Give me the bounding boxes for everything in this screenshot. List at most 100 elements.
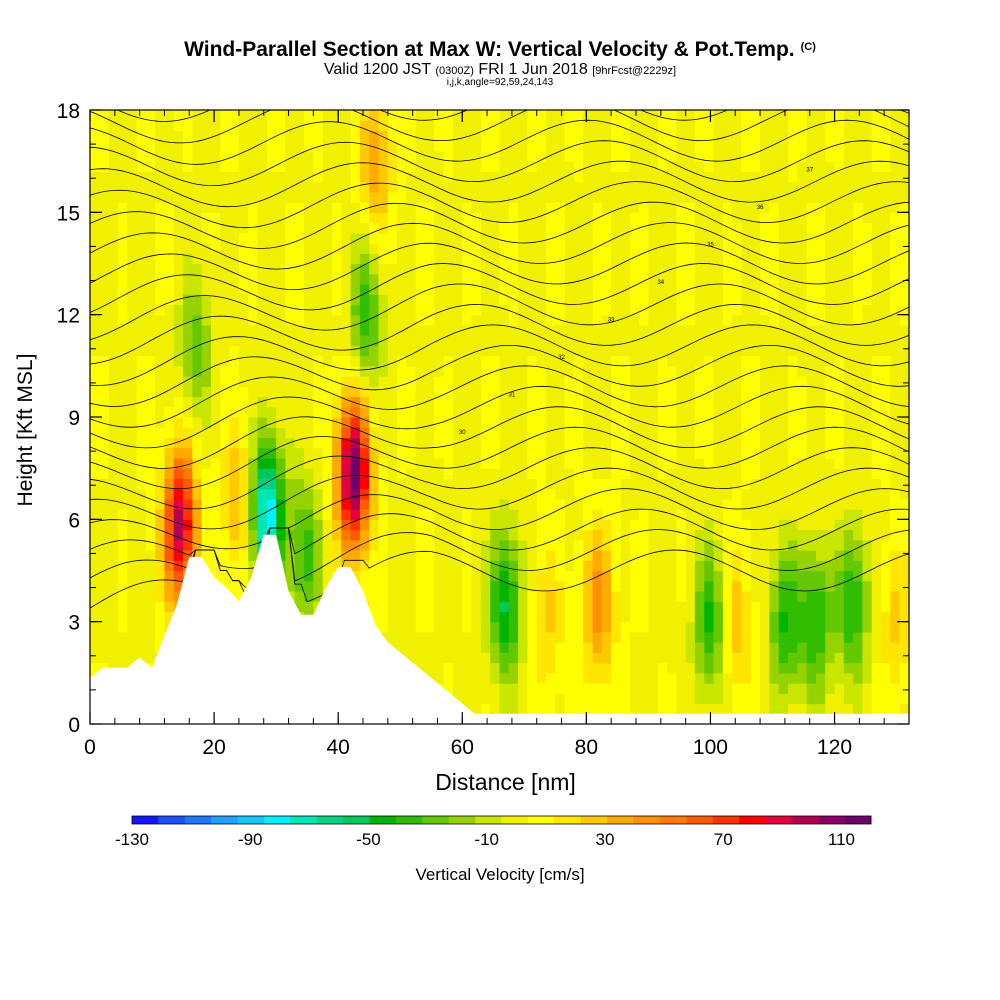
velocity-cell [788,642,798,653]
velocity-cell [694,130,705,142]
velocity-cell [220,447,231,459]
velocity-cell [508,314,519,326]
velocity-cell [378,386,389,398]
velocity-cell [90,590,100,602]
velocity-cell [778,365,789,377]
velocity-cell [788,161,798,172]
velocity-cell [601,662,612,674]
velocity-cell [331,253,342,265]
velocity-cell [760,140,770,152]
velocity-cell [266,191,277,203]
velocity-cell [546,304,556,316]
velocity-cell [685,560,696,572]
velocity-cell [853,161,864,172]
velocity-cell [238,355,249,367]
velocity-cell [471,355,482,367]
velocity-cell [164,376,175,387]
velocity-cell [285,202,296,213]
velocity-cell [741,345,752,357]
velocity-cell [210,283,221,295]
velocity-cell [732,519,743,531]
velocity-cell [145,120,156,132]
velocity-cell [592,181,603,193]
velocity-cell [732,560,743,572]
velocity-cell [490,140,501,152]
velocity-cell [825,273,836,285]
velocity-cell [620,550,631,561]
velocity-cell [741,662,752,674]
velocity-cell [452,171,463,183]
velocity-cell [667,110,677,121]
velocity-cell [760,693,770,705]
velocity-cell [518,120,529,132]
velocity-cell [676,488,687,500]
velocity-cell [155,376,166,387]
velocity-cell [406,580,417,592]
velocity-cell [815,130,826,142]
velocity-cell [573,345,584,357]
velocity-cell [601,171,612,183]
velocity-cell [322,478,333,490]
velocity-cell [322,283,333,295]
velocity-cell [769,672,780,684]
velocity-cell [694,140,705,152]
velocity-cell [359,140,370,152]
velocity-cell [490,519,501,531]
velocity-cell [555,631,566,643]
velocity-cell [257,140,268,152]
velocity-cell [629,621,640,633]
velocity-cell [136,263,147,275]
velocity-cell [573,253,584,265]
velocity-cell [369,417,380,428]
velocity-cell [117,457,128,469]
velocity-cell [499,294,510,306]
velocity-cell [750,355,761,367]
chart-title: Wind-Parallel Section at Max W: Vertical… [0,38,1000,62]
velocity-cell [480,120,491,132]
velocity-cell [462,560,473,572]
velocity-cell [843,294,854,306]
velocity-cell [117,498,128,510]
velocity-cell [778,457,789,469]
velocity-cell [834,560,845,572]
velocity-cell [564,396,575,408]
velocity-cell [164,447,175,459]
velocity-cell [508,529,519,541]
velocity-cell [760,437,770,449]
velocity-cell [220,417,231,428]
velocity-cell [434,191,445,203]
velocity-cell [769,703,780,715]
velocity-cell [527,519,538,531]
velocity-cell [145,509,156,520]
velocity-cell [601,478,612,490]
velocity-cell [322,457,333,469]
velocity-cell [806,570,817,582]
velocity-cell [741,417,752,428]
velocity-cell [480,662,491,674]
velocity-cell [676,683,687,694]
velocity-cell [676,386,687,398]
velocity-cell [667,631,677,643]
velocity-cell [583,232,594,244]
velocity-cell [788,631,798,643]
velocity-cell [425,570,435,582]
velocity-cell [248,396,259,408]
velocity-cell [471,560,482,572]
velocity-cell [387,365,398,377]
velocity-cell [136,355,147,367]
velocity-cell [732,191,743,203]
velocity-cell [164,130,175,142]
velocity-cell [276,324,287,336]
velocity-cell [90,314,100,326]
velocity-cell [229,263,240,275]
velocity-cell [229,243,240,254]
velocity-cell [108,243,119,254]
velocity-cell [834,457,845,469]
velocity-cell [704,161,715,172]
velocity-cell [443,273,454,285]
velocity-cell [853,181,864,193]
velocity-cell [788,324,798,336]
velocity-cell [722,202,733,213]
velocity-cell [648,621,659,633]
velocity-cell [164,406,175,418]
